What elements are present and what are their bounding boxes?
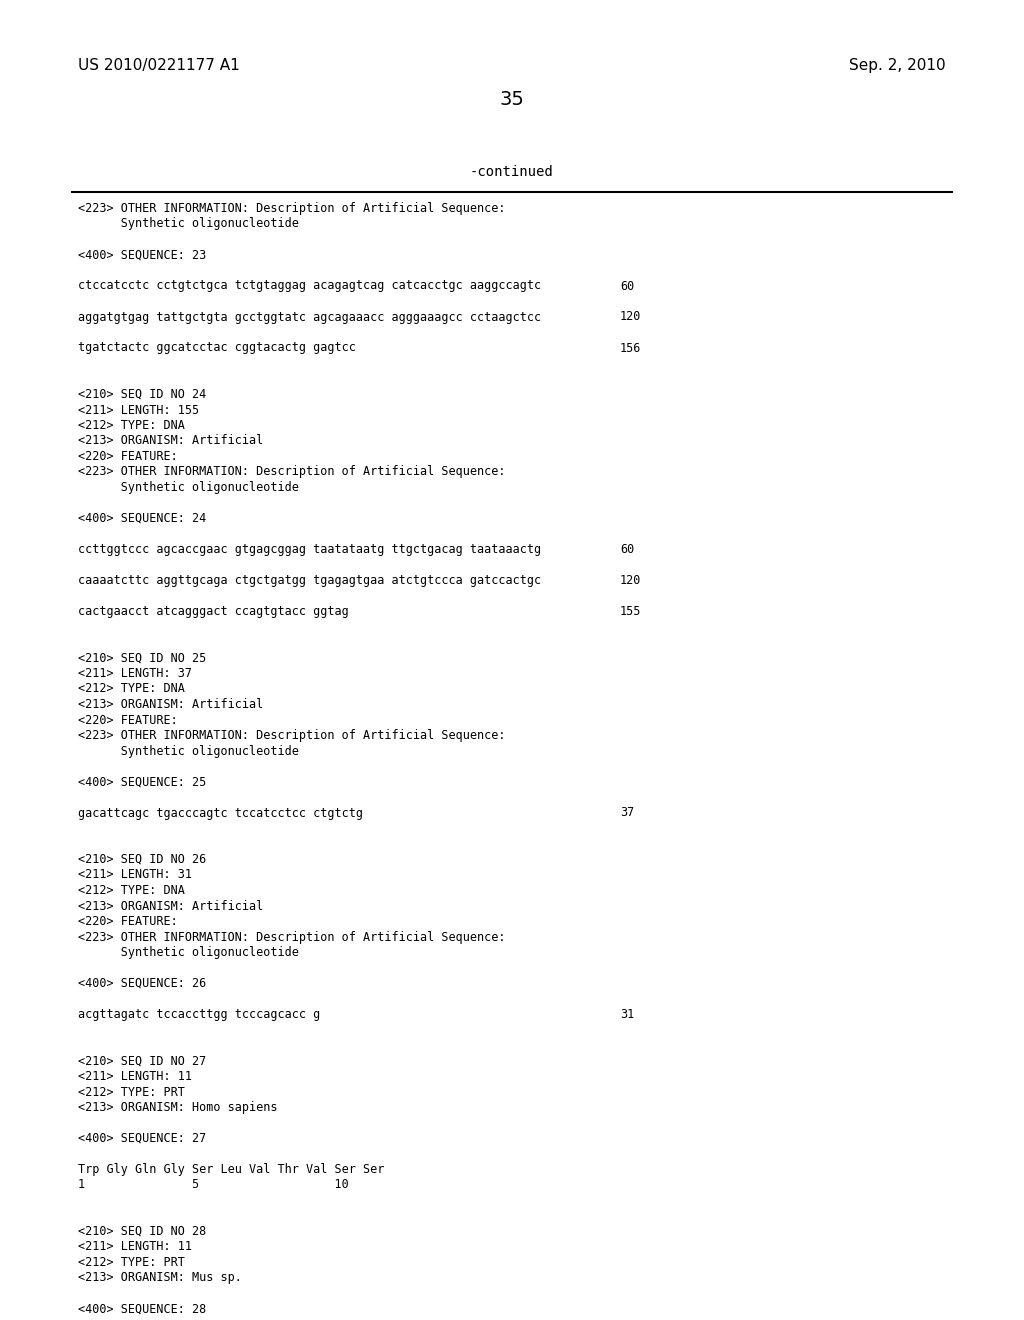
Text: <400> SEQUENCE: 28: <400> SEQUENCE: 28 (78, 1303, 206, 1316)
Text: Synthetic oligonucleotide: Synthetic oligonucleotide (78, 218, 299, 231)
Text: 120: 120 (620, 310, 641, 323)
Text: <213> ORGANISM: Artificial: <213> ORGANISM: Artificial (78, 434, 263, 447)
Text: <211> LENGTH: 155: <211> LENGTH: 155 (78, 404, 199, 417)
Text: ccttggtccc agcaccgaac gtgagcggag taatataatg ttgctgacag taataaactg: ccttggtccc agcaccgaac gtgagcggag taatata… (78, 543, 541, 556)
Text: <220> FEATURE:: <220> FEATURE: (78, 450, 178, 463)
Text: <213> ORGANISM: Artificial: <213> ORGANISM: Artificial (78, 698, 263, 711)
Text: cactgaacct atcagggact ccagtgtacc ggtag: cactgaacct atcagggact ccagtgtacc ggtag (78, 605, 349, 618)
Text: <211> LENGTH: 11: <211> LENGTH: 11 (78, 1071, 193, 1082)
Text: tgatctactc ggcatcctac cggtacactg gagtcc: tgatctactc ggcatcctac cggtacactg gagtcc (78, 342, 356, 355)
Text: 1               5                   10: 1 5 10 (78, 1179, 349, 1192)
Text: <212> TYPE: DNA: <212> TYPE: DNA (78, 884, 185, 898)
Text: <213> ORGANISM: Artificial: <213> ORGANISM: Artificial (78, 899, 263, 912)
Text: <211> LENGTH: 11: <211> LENGTH: 11 (78, 1241, 193, 1254)
Text: <210> SEQ ID NO 27: <210> SEQ ID NO 27 (78, 1055, 206, 1068)
Text: -continued: -continued (470, 165, 554, 180)
Text: <400> SEQUENCE: 27: <400> SEQUENCE: 27 (78, 1133, 206, 1144)
Text: Sep. 2, 2010: Sep. 2, 2010 (849, 58, 946, 73)
Text: <223> OTHER INFORMATION: Description of Artificial Sequence:: <223> OTHER INFORMATION: Description of … (78, 466, 506, 479)
Text: 35: 35 (500, 90, 524, 110)
Text: <213> ORGANISM: Homo sapiens: <213> ORGANISM: Homo sapiens (78, 1101, 278, 1114)
Text: gacattcagc tgacccagtc tccatcctcc ctgtctg: gacattcagc tgacccagtc tccatcctcc ctgtctg (78, 807, 362, 820)
Text: 60: 60 (620, 280, 634, 293)
Text: <210> SEQ ID NO 26: <210> SEQ ID NO 26 (78, 853, 206, 866)
Text: acgttagatc tccaccttgg tcccagcacc g: acgttagatc tccaccttgg tcccagcacc g (78, 1008, 321, 1020)
Text: <212> TYPE: PRT: <212> TYPE: PRT (78, 1085, 185, 1098)
Text: <213> ORGANISM: Mus sp.: <213> ORGANISM: Mus sp. (78, 1271, 242, 1284)
Text: <210> SEQ ID NO 25: <210> SEQ ID NO 25 (78, 652, 206, 664)
Text: <210> SEQ ID NO 24: <210> SEQ ID NO 24 (78, 388, 206, 401)
Text: Synthetic oligonucleotide: Synthetic oligonucleotide (78, 946, 299, 960)
Text: Synthetic oligonucleotide: Synthetic oligonucleotide (78, 744, 299, 758)
Text: <220> FEATURE:: <220> FEATURE: (78, 915, 178, 928)
Text: <400> SEQUENCE: 23: <400> SEQUENCE: 23 (78, 248, 206, 261)
Text: 120: 120 (620, 574, 641, 587)
Text: <400> SEQUENCE: 26: <400> SEQUENCE: 26 (78, 977, 206, 990)
Text: 60: 60 (620, 543, 634, 556)
Text: Synthetic oligonucleotide: Synthetic oligonucleotide (78, 480, 299, 494)
Text: <210> SEQ ID NO 28: <210> SEQ ID NO 28 (78, 1225, 206, 1238)
Text: <212> TYPE: DNA: <212> TYPE: DNA (78, 682, 185, 696)
Text: caaaatcttc aggttgcaga ctgctgatgg tgagagtgaa atctgtccca gatccactgc: caaaatcttc aggttgcaga ctgctgatgg tgagagt… (78, 574, 541, 587)
Text: 37: 37 (620, 807, 634, 820)
Text: Trp Gly Gln Gly Ser Leu Val Thr Val Ser Ser: Trp Gly Gln Gly Ser Leu Val Thr Val Ser … (78, 1163, 384, 1176)
Text: <223> OTHER INFORMATION: Description of Artificial Sequence:: <223> OTHER INFORMATION: Description of … (78, 202, 506, 215)
Text: <220> FEATURE:: <220> FEATURE: (78, 714, 178, 726)
Text: <212> TYPE: PRT: <212> TYPE: PRT (78, 1257, 185, 1269)
Text: 156: 156 (620, 342, 641, 355)
Text: ctccatcctc cctgtctgca tctgtaggag acagagtcag catcacctgc aaggccagtc: ctccatcctc cctgtctgca tctgtaggag acagagt… (78, 280, 541, 293)
Text: <211> LENGTH: 37: <211> LENGTH: 37 (78, 667, 193, 680)
Text: 31: 31 (620, 1008, 634, 1020)
Text: 155: 155 (620, 605, 641, 618)
Text: <223> OTHER INFORMATION: Description of Artificial Sequence:: <223> OTHER INFORMATION: Description of … (78, 729, 506, 742)
Text: US 2010/0221177 A1: US 2010/0221177 A1 (78, 58, 240, 73)
Text: <212> TYPE: DNA: <212> TYPE: DNA (78, 418, 185, 432)
Text: <400> SEQUENCE: 25: <400> SEQUENCE: 25 (78, 776, 206, 788)
Text: <223> OTHER INFORMATION: Description of Artificial Sequence:: <223> OTHER INFORMATION: Description of … (78, 931, 506, 944)
Text: <400> SEQUENCE: 24: <400> SEQUENCE: 24 (78, 512, 206, 525)
Text: <211> LENGTH: 31: <211> LENGTH: 31 (78, 869, 193, 882)
Text: aggatgtgag tattgctgta gcctggtatc agcagaaacc agggaaagcc cctaagctcc: aggatgtgag tattgctgta gcctggtatc agcagaa… (78, 310, 541, 323)
